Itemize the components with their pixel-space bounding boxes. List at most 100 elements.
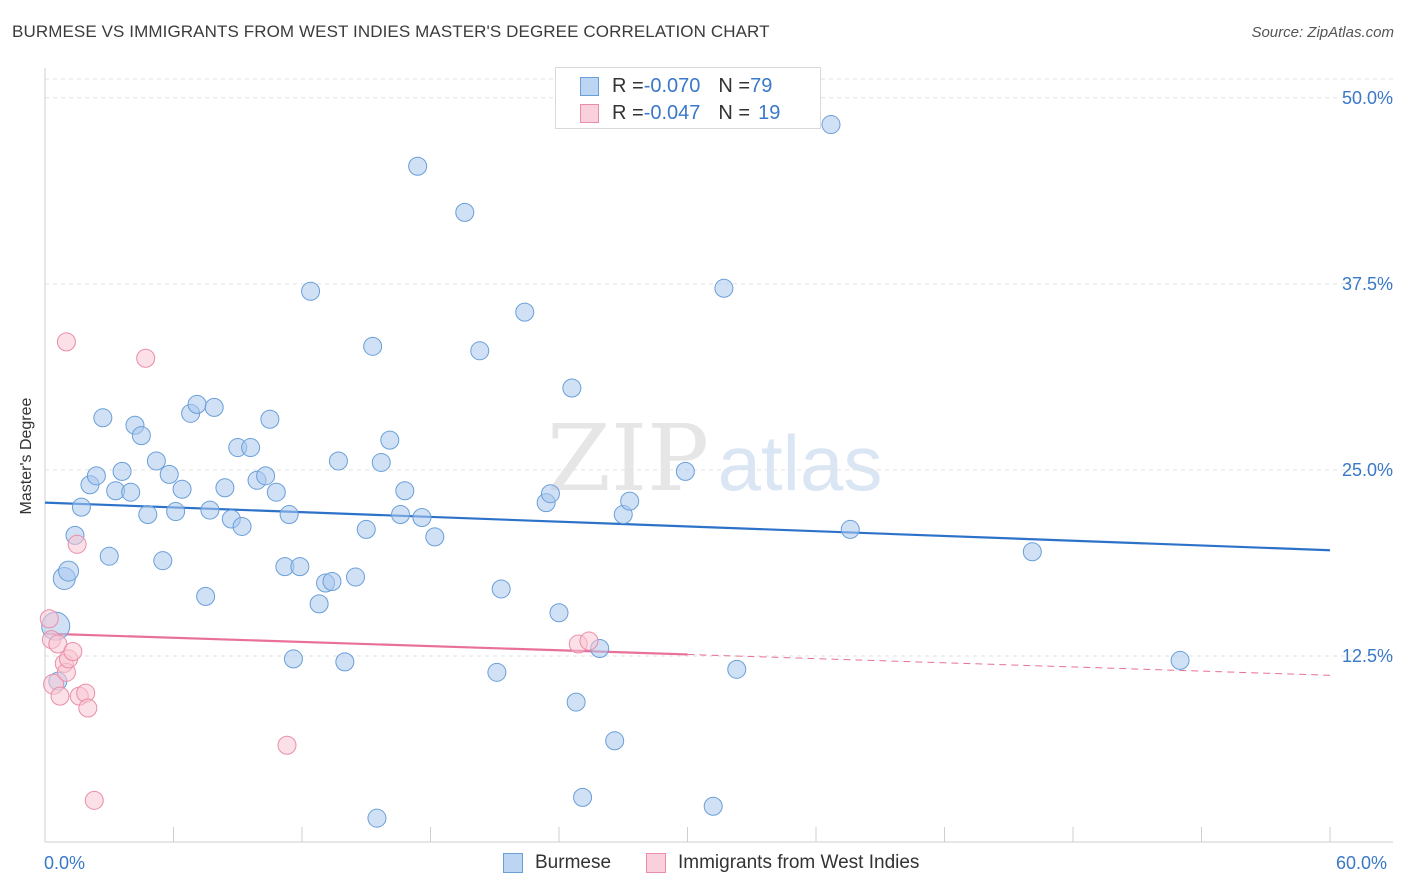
series-legend-burmese[interactable]: Burmese (503, 852, 611, 874)
point-burmese (153, 551, 173, 571)
grid (45, 78, 1393, 657)
point-burmese (283, 649, 303, 669)
point-west-indies (63, 641, 83, 661)
point-burmese (395, 481, 415, 501)
point-burmese (260, 409, 280, 429)
point-burmese (290, 557, 310, 577)
point-burmese (172, 479, 192, 499)
y-tick-label: 12.5% (1342, 646, 1393, 666)
series-swatch-burmese (503, 853, 523, 873)
series-legend-west-indies[interactable]: Immigrants from West Indies (646, 852, 919, 874)
point-burmese (487, 662, 507, 682)
series-label-burmese: Burmese (535, 852, 612, 873)
point-west-indies (48, 634, 68, 654)
legend-row-burmese: R = -0.070 N = 79 (580, 74, 772, 98)
point-burmese (159, 464, 179, 484)
watermark-atlas: atlas (718, 419, 883, 507)
point-burmese (121, 482, 141, 502)
point-burmese (1022, 542, 1042, 562)
point-west-indies (84, 790, 104, 810)
point-burmese (425, 527, 445, 547)
y-tick-label: 25.0% (1342, 460, 1393, 480)
trend-line-extension-1 (687, 653, 1331, 676)
point-burmese (540, 484, 560, 504)
legend-r-value: -0.047 (643, 101, 701, 124)
legend-n-value: 79 (750, 74, 773, 97)
point-burmese (455, 202, 475, 222)
legend-swatch-west-indies (580, 103, 599, 123)
point-burmese (470, 341, 490, 361)
point-burmese (1170, 650, 1190, 670)
point-west-indies (136, 348, 156, 368)
point-burmese (328, 451, 348, 471)
point-burmese (131, 426, 151, 446)
point-burmese (566, 692, 586, 712)
legend-swatch-burmese (580, 76, 599, 96)
series-swatch-west-indies (646, 853, 666, 873)
point-burmese (408, 156, 428, 176)
x-tick-label-max: 60.0% (1336, 853, 1388, 873)
point-burmese (703, 796, 723, 816)
legend-r-label: R = (612, 101, 644, 124)
point-west-indies (277, 735, 297, 755)
point-burmese (93, 408, 113, 428)
point-burmese (412, 508, 432, 528)
point-burmese (573, 787, 593, 807)
point-burmese (515, 302, 535, 322)
stats-legend: R = -0.070 N = 79 R = -0.047 N = 19 (555, 67, 821, 129)
point-burmese (549, 603, 569, 623)
point-burmese (266, 482, 286, 502)
point-burmese (301, 281, 321, 301)
point-burmese (166, 502, 186, 522)
point-burmese (204, 397, 224, 417)
point-burmese (367, 808, 387, 828)
point-burmese (138, 505, 158, 525)
point-west-indies (50, 686, 70, 706)
legend-n-label: N = (718, 74, 751, 97)
point-burmese (371, 452, 391, 472)
point-burmese (821, 115, 841, 135)
legend-r-label: R = (612, 74, 644, 97)
point-burmese (99, 546, 119, 566)
point-burmese (279, 505, 299, 525)
point-west-indies (56, 332, 76, 352)
y-tick-labels: 12.5% 25.0% 37.5% 50.0% (1342, 88, 1393, 666)
point-burmese (562, 378, 582, 398)
point-burmese (146, 451, 166, 471)
point-burmese (840, 519, 860, 539)
point-burmese (346, 567, 366, 587)
point-burmese (196, 586, 216, 606)
source-label: Source: ZipAtlas.com (1251, 24, 1394, 41)
point-burmese (112, 461, 132, 481)
point-burmese (391, 505, 411, 525)
point-burmese (605, 731, 625, 751)
point-burmese (71, 497, 91, 517)
point-burmese (86, 466, 106, 486)
point-burmese (256, 466, 276, 486)
series-legend: Burmese Immigrants from West Indies (0, 852, 1406, 876)
legend-n-value: 19 (758, 101, 781, 124)
legend-r-value: -0.070 (643, 74, 701, 97)
legend-n-label: N = (718, 101, 751, 124)
point-burmese (58, 560, 80, 582)
point-burmese (215, 478, 235, 498)
y-tick-label: 50.0% (1342, 88, 1393, 108)
series-label-west-indies: Immigrants from West Indies (678, 852, 920, 873)
legend-row-west-indies: R = -0.047 N = 19 (580, 101, 780, 125)
point-burmese (309, 594, 329, 614)
point-burmese (335, 652, 355, 672)
chart-title: BURMESE VS IMMIGRANTS FROM WEST INDIES M… (12, 22, 770, 41)
point-burmese (241, 438, 261, 458)
point-burmese (187, 394, 207, 414)
point-burmese (380, 430, 400, 450)
point-burmese (232, 516, 252, 536)
point-burmese (727, 659, 747, 679)
trend-line-0 (44, 501, 1331, 552)
point-west-indies (67, 534, 87, 554)
y-tick-label: 37.5% (1342, 274, 1393, 294)
point-burmese (620, 491, 640, 511)
point-burmese (714, 278, 734, 298)
data-points (39, 115, 1190, 828)
point-burmese (200, 500, 220, 520)
